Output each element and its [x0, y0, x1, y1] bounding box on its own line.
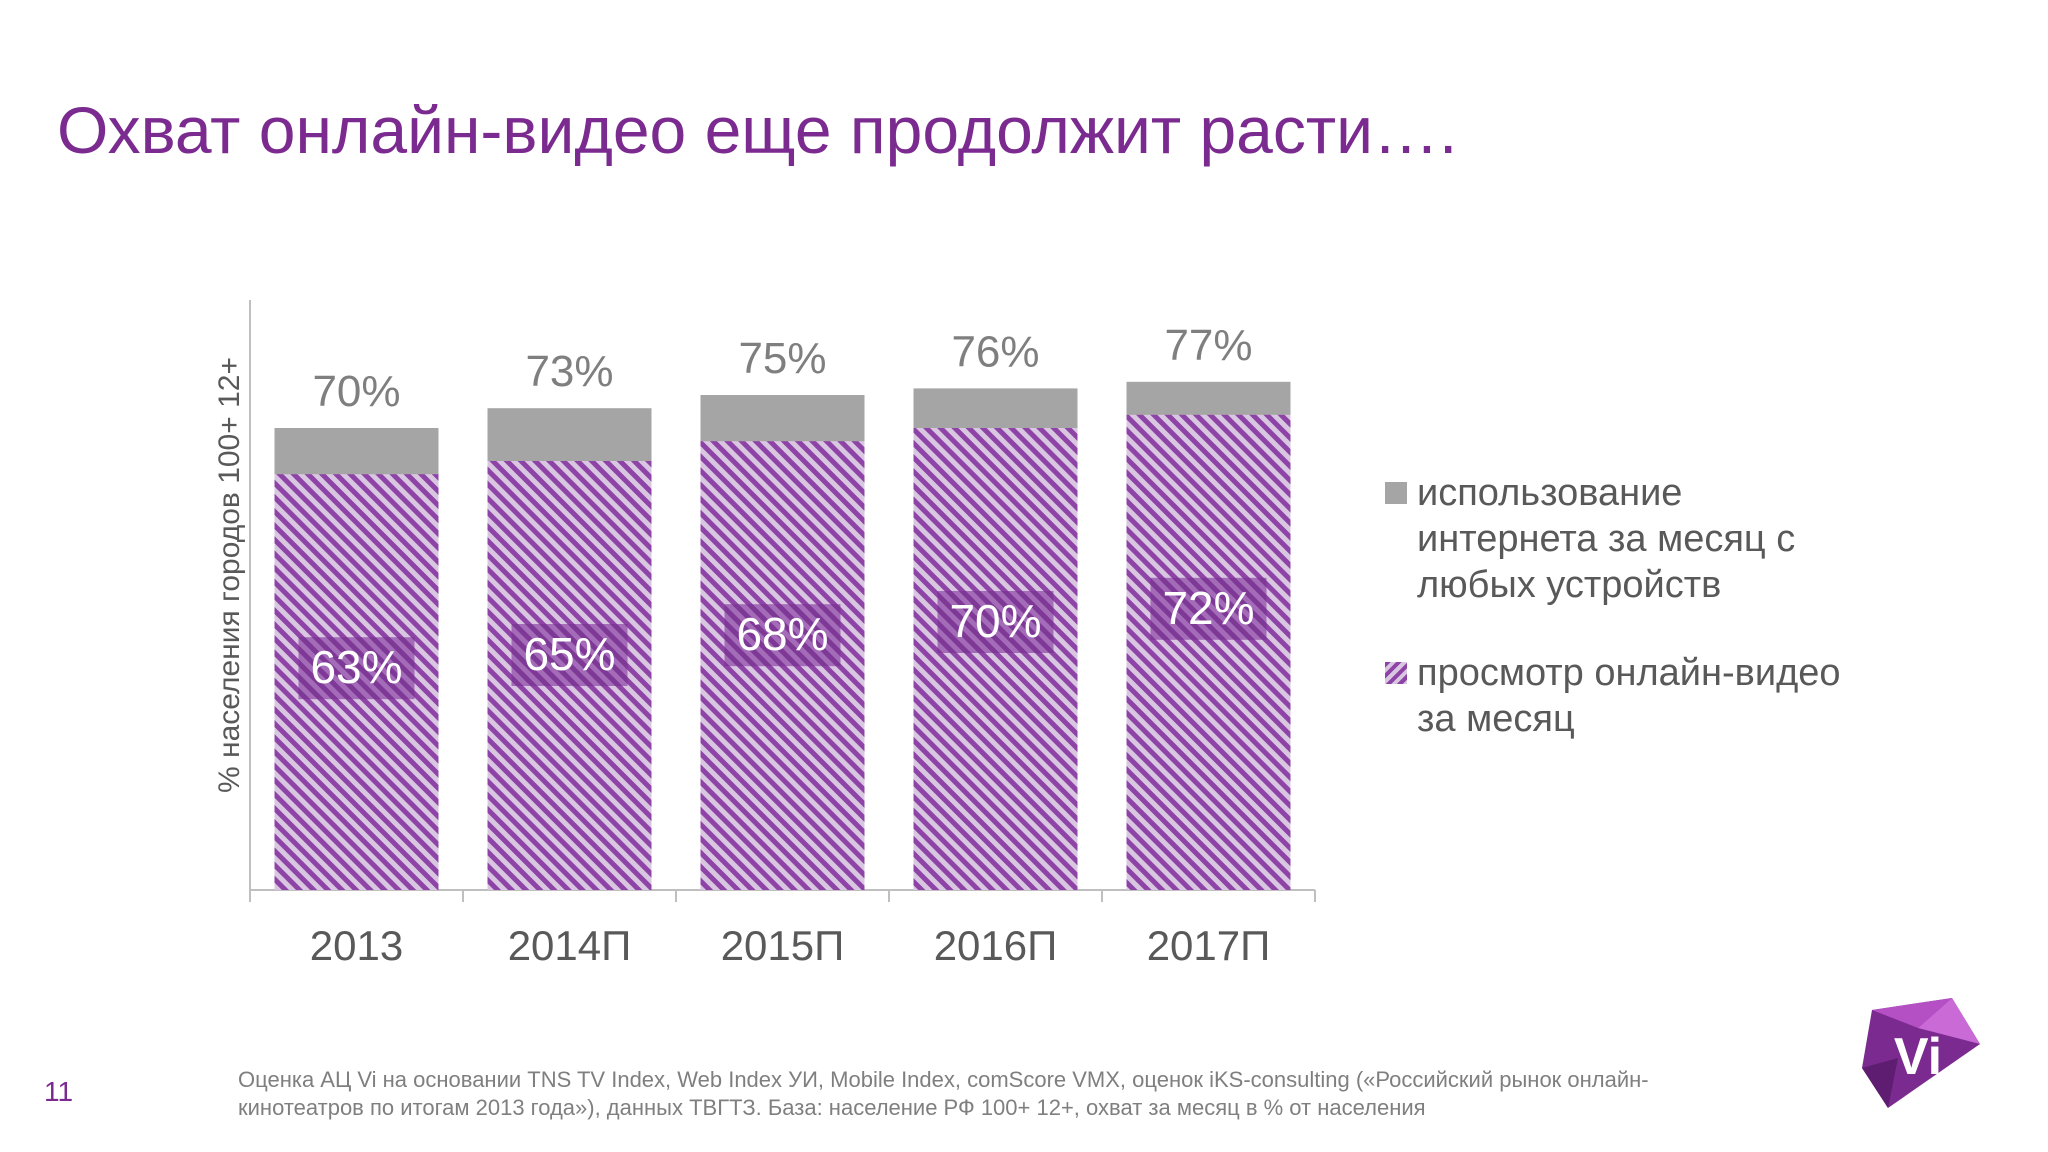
source-footnote: Оценка АЦ Vi на основании TNS TV Index, … [238, 1067, 1649, 1120]
data-label-video-4: 72% [1162, 582, 1254, 634]
legend-item-video: просмотр онлайн-видео за месяц [1385, 650, 1845, 742]
page-number: 11 [44, 1076, 74, 1107]
vi-logo-icon: Vi [1862, 998, 1980, 1108]
x-tick-label-4: 2017П [1147, 922, 1271, 969]
data-label-video-1: 65% [523, 628, 615, 680]
data-label-video-2: 68% [736, 608, 828, 660]
legend-label-video: просмотр онлайн-видео за месяц [1417, 652, 1841, 740]
data-label-box-video-3 [937, 591, 1054, 653]
x-tick-label-1: 2014П [508, 922, 632, 969]
data-label-video-0: 63% [310, 641, 402, 693]
data-label-box-video-2 [724, 604, 841, 667]
x-tick-label-0: 2013 [310, 922, 403, 969]
y-axis-title: % населения городов 100+ 12+ [213, 357, 246, 793]
data-label-box-video-1 [511, 624, 628, 686]
slide-title: Охват онлайн-видео еще продолжит расти…. [57, 93, 1458, 167]
bar-video-4 [1126, 414, 1291, 890]
data-label-internet-1: 73% [525, 347, 613, 396]
data-label-internet-0: 70% [312, 367, 400, 416]
data-label-internet-2: 75% [738, 334, 826, 383]
legend-swatch-hatch [1385, 662, 1407, 684]
legend-label-internet: использование интернета за месяц с любых… [1417, 472, 1796, 606]
data-label-video-3: 70% [949, 595, 1041, 647]
logo-text: Vi [1894, 1028, 1942, 1086]
legend-swatch-grey [1385, 482, 1407, 504]
chart-legend: использование интернета за месяц с любых… [1385, 470, 1845, 784]
data-label-box-video-4 [1150, 577, 1267, 640]
bar-video-3 [913, 428, 1078, 890]
data-label-box-video-0 [298, 637, 415, 700]
data-label-internet-3: 76% [951, 327, 1039, 376]
data-label-internet-4: 77% [1164, 321, 1252, 370]
x-tick-label-2: 2015П [721, 922, 845, 969]
x-tick-label-3: 2016П [934, 922, 1058, 969]
legend-item-internet: использование интернета за месяц с любых… [1385, 470, 1845, 608]
